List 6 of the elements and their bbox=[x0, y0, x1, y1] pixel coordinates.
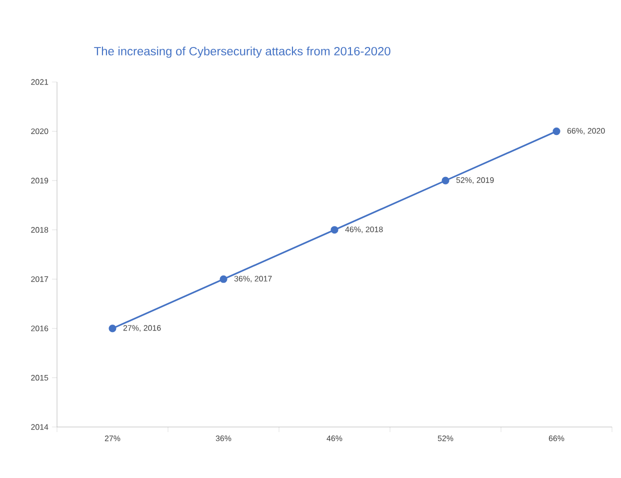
point bbox=[552, 127, 560, 136]
point bbox=[330, 226, 338, 234]
point bbox=[220, 275, 228, 283]
chart-title: The increasing of Cybersecurity attacks from 2016-2020 bbox=[94, 46, 390, 58]
point bbox=[442, 176, 450, 184]
point bbox=[108, 324, 116, 332]
